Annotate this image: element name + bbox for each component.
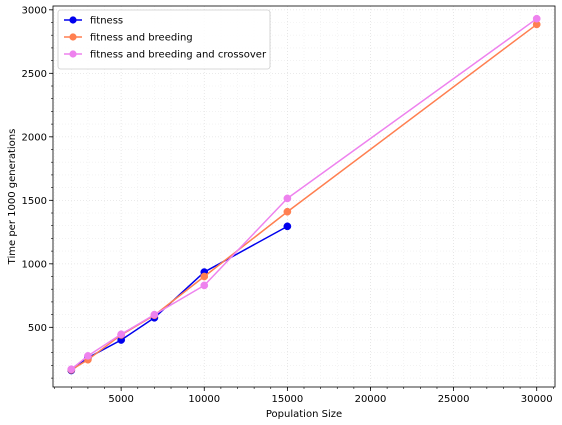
legend-marker [69, 33, 77, 41]
x-tick-label: 10000 [188, 394, 220, 405]
grid [53, 6, 555, 387]
legend-label: fitness and breeding and crossover [90, 50, 267, 61]
data-point [84, 352, 92, 360]
y-tick-label: 1000 [22, 259, 47, 270]
y-tick-label: 2000 [22, 132, 47, 143]
y-tick-label: 3000 [22, 5, 47, 16]
legend-item: fitness [64, 16, 123, 27]
y-tick-label: 2500 [22, 69, 47, 80]
legend-marker [69, 50, 77, 58]
x-tick-label: 15000 [271, 394, 303, 405]
legend-label: fitness and breeding [90, 33, 193, 44]
x-tick-label: 30000 [521, 394, 553, 405]
legend-label: fitness [90, 16, 123, 27]
data-point [67, 365, 76, 374]
data-point [283, 207, 292, 216]
data-point [150, 310, 159, 319]
data-point [283, 222, 292, 231]
x-tick-label: 5000 [108, 394, 133, 405]
series-3 [67, 14, 541, 374]
plot-frame [52, 5, 556, 388]
data-point [200, 272, 209, 281]
legend-marker [69, 16, 77, 24]
legend: fitness fitness and breeding fitness and b… [57, 9, 271, 70]
legend-item: fitness and breeding and crossover [64, 50, 267, 61]
series-layer [67, 14, 541, 375]
x-tick-label: 25000 [438, 394, 470, 405]
legend-box [57, 9, 271, 70]
legend-item: fitness and breeding [64, 33, 193, 44]
axes: 5000 10000 15000 20000 25000 30000 500 1000 1500… [22, 5, 556, 405]
y-axis-label: Time per 1000 generations [7, 129, 18, 266]
data-point [117, 330, 126, 339]
data-point [532, 14, 541, 23]
x-axis-label: Population Size [266, 409, 342, 420]
x-tick-label: 20000 [355, 394, 387, 405]
data-point [283, 194, 292, 203]
y-tick-label: 500 [28, 323, 47, 334]
y-tick-label: 1500 [22, 196, 47, 207]
data-point [200, 281, 209, 290]
